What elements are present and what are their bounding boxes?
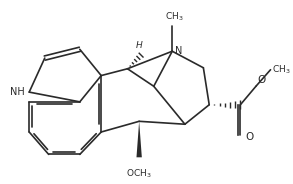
Text: OCH$_3$: OCH$_3$ — [126, 167, 152, 180]
Text: NH: NH — [10, 87, 24, 97]
Text: O: O — [245, 132, 253, 142]
Text: N: N — [175, 46, 183, 56]
Text: H: H — [136, 41, 142, 50]
Text: CH$_3$: CH$_3$ — [272, 63, 291, 76]
Polygon shape — [137, 121, 142, 157]
Text: O: O — [257, 75, 265, 85]
Text: CH$_3$: CH$_3$ — [165, 10, 183, 23]
